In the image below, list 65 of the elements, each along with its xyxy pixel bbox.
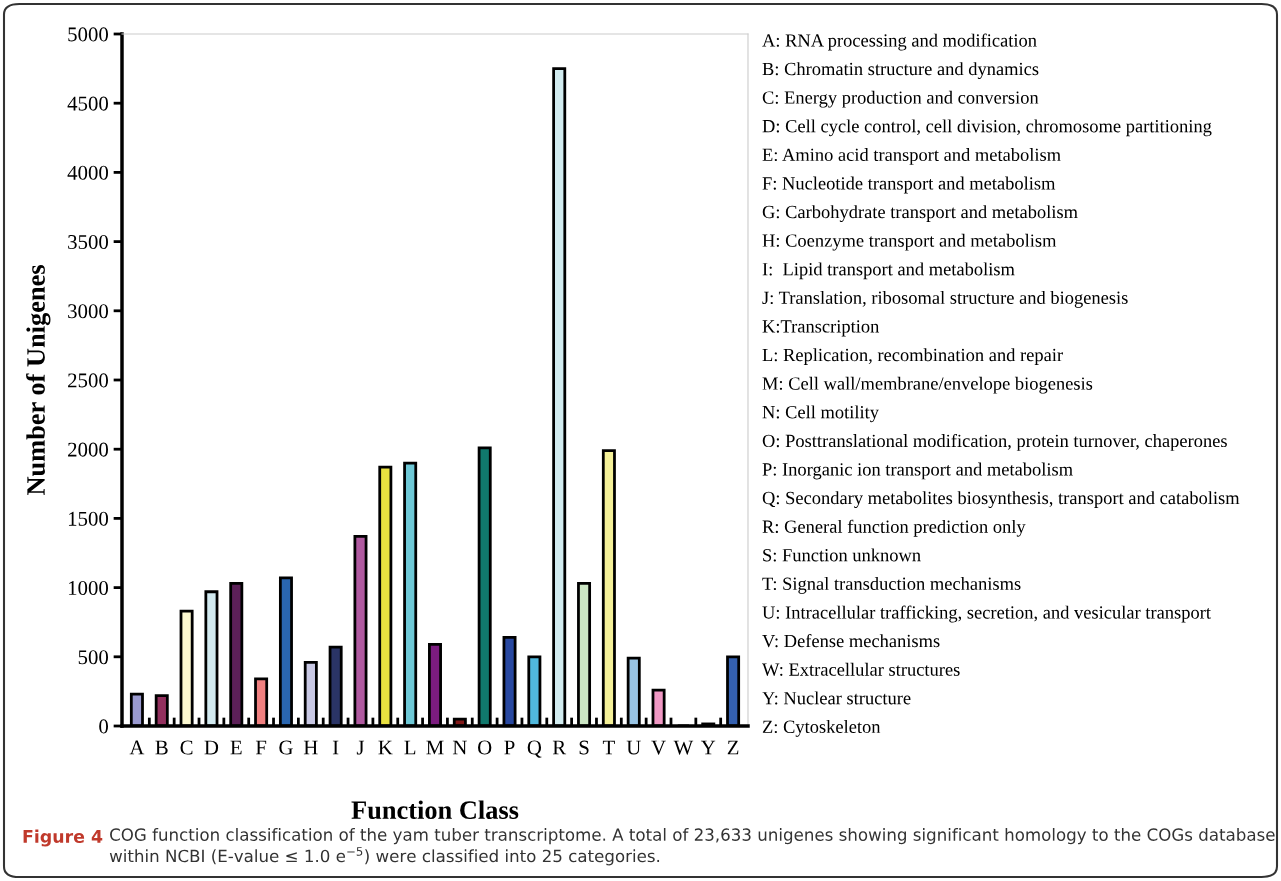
text: Z: Cytoskeleton xyxy=(762,720,881,737)
text: U: Intracellular trafficking, secretion, and vesicular transport xyxy=(762,605,1211,623)
text: V: Defense mechanisms xyxy=(762,634,940,648)
text: W: Extracellular structures xyxy=(762,662,960,676)
x-tick-label: W xyxy=(673,740,694,755)
text: C: Energy production and conversion xyxy=(762,90,1039,108)
y-tick-label: 3000 xyxy=(68,304,109,319)
text: H: Coenzyme transport and metabolism xyxy=(762,233,1057,251)
x-tick-label: D xyxy=(204,740,219,755)
y-tick-label: 1000 xyxy=(68,580,109,596)
y-tick-label: 2500 xyxy=(68,373,109,388)
x-tick-label: B xyxy=(155,740,168,755)
x-tick-label: L xyxy=(404,740,416,755)
text: L: Replication, recombination and repair xyxy=(762,348,1063,365)
y-tick-label: 5000 xyxy=(68,27,109,42)
x-tick-label: O xyxy=(478,740,492,755)
text: A: RNA processing and modification xyxy=(762,33,1037,51)
y-axis-title: Number of Unigenes xyxy=(26,265,51,496)
text: M: Cell wall/membrane/envelope biogenesis xyxy=(762,376,1093,394)
x-tick-label: C xyxy=(180,740,193,755)
text: P: Inorganic ion transport and metabolism xyxy=(762,462,1073,480)
y-tick-label: 4500 xyxy=(67,96,109,111)
y-tick-label: 0 xyxy=(99,719,109,734)
x-tick-label: J xyxy=(356,740,365,755)
x-tick-label: N xyxy=(452,740,467,755)
x-tick-label: Y xyxy=(700,740,716,755)
x-tick-label: I xyxy=(332,740,339,755)
text: N: Cell motility xyxy=(762,405,879,423)
text: Q: Secondary metabolites biosynthesis, transport and catabolism xyxy=(762,491,1240,508)
text: B: Chromatin structure and dynamics xyxy=(762,62,1039,79)
text: T: Signal transduction mechanisms xyxy=(762,577,1021,594)
y-tick-label: 4000 xyxy=(67,165,109,180)
y-tick-label: 3500 xyxy=(68,234,109,250)
text: K:Transcription xyxy=(762,320,880,337)
text: G: Carbohydrate transport and metabolism xyxy=(762,205,1078,222)
text: J: Translation, ribosomal structure and biogenesis xyxy=(762,291,1128,308)
caption: Figure 4 xyxy=(23,829,103,847)
x-tick-label: P xyxy=(504,740,515,755)
x-axis-title: Function Class xyxy=(351,800,519,820)
text: E: Amino acid transport and metabolism xyxy=(762,148,1061,165)
x-tick-label: E xyxy=(230,740,242,755)
text: F: Nucleotide transport and metabolism xyxy=(762,176,1056,194)
x-tick-label: T xyxy=(602,740,615,755)
text: S: Function unknown xyxy=(763,548,921,562)
x-tick-label: Q xyxy=(527,740,542,758)
x-tick-label: H xyxy=(303,740,318,755)
y-tick-label: 2000 xyxy=(68,442,109,457)
x-tick-label: M xyxy=(426,740,444,755)
x-tick-label: S xyxy=(579,740,589,755)
text: I: Lipid transport and metabolism xyxy=(762,262,1015,280)
x-tick-label: R xyxy=(552,740,567,755)
y-tick-label: 1500 xyxy=(68,511,109,526)
text: R: General function prediction only xyxy=(762,519,1026,537)
x-tick-label: A xyxy=(129,740,145,755)
text: D: Cell cycle control, cell division, chromosome partitioning xyxy=(762,119,1212,137)
y-tick-label: 500 xyxy=(78,650,109,665)
x-tick-label: U xyxy=(626,740,641,755)
text: Y: Nuclear structure xyxy=(762,691,911,705)
x-tick-label: K xyxy=(378,740,393,755)
x-tick-label: Z xyxy=(727,740,739,755)
text: O: Posttranslational modification, protein turnover, chaperones xyxy=(762,433,1227,451)
x-tick-label: F xyxy=(255,740,267,755)
x-tick-label: V xyxy=(651,740,666,755)
text: COG function classification of the yam tuber transcriptome. A total of 23,633 unigenes showing significant homology to the COGs database within NCBI (E-value ≤ 1.0 e$^{−5}$) were classified into 25 categories. xyxy=(109,828,1275,866)
x-tick-label: G xyxy=(279,740,293,755)
